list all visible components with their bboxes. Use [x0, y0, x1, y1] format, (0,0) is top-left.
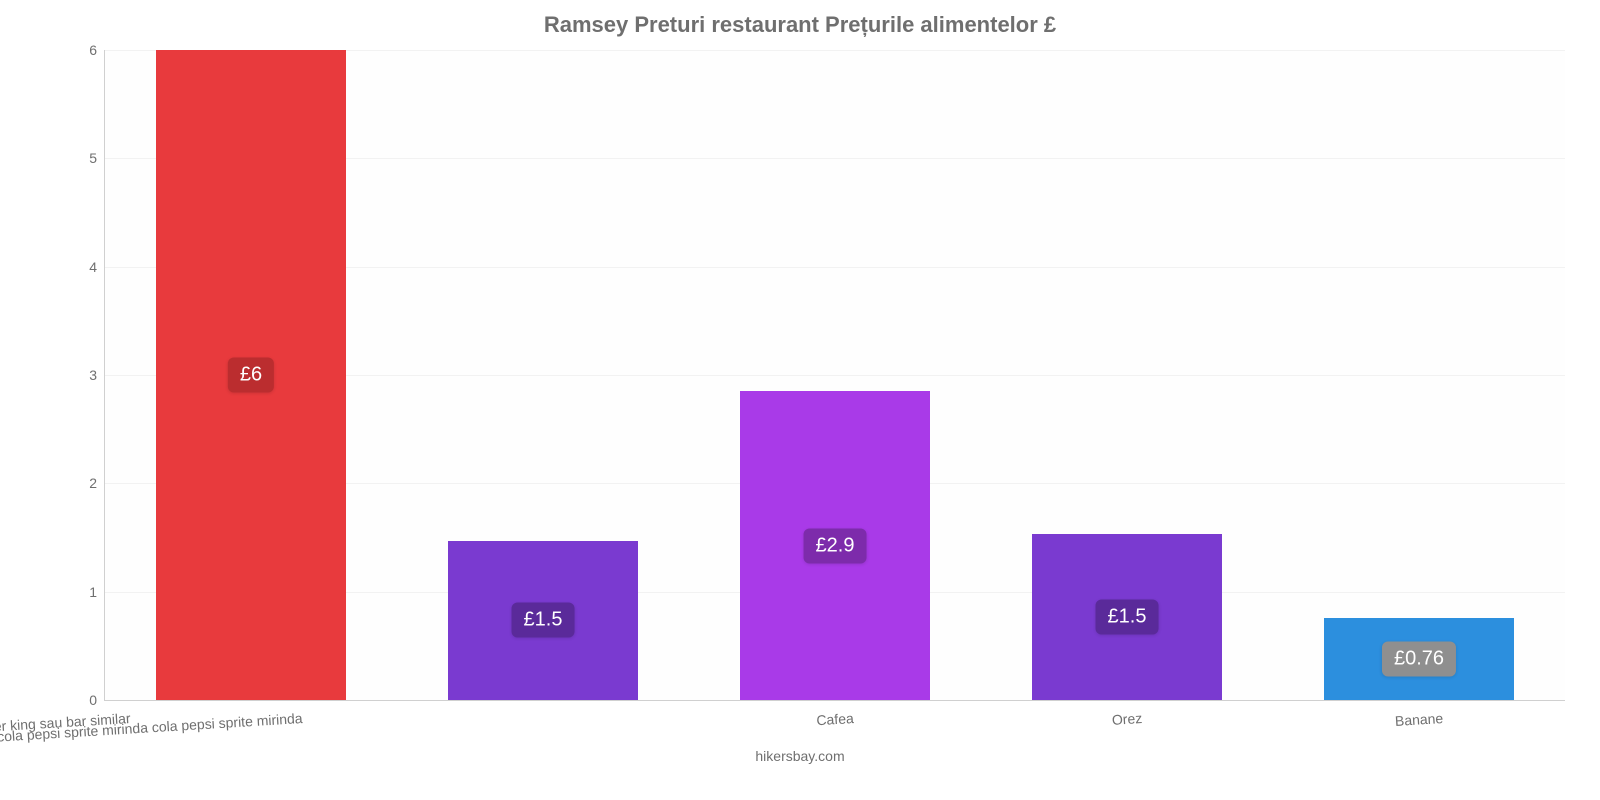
y-tick-label: 4	[65, 259, 97, 275]
x-tick-label: Orez	[1111, 710, 1142, 728]
data-label: £1.5	[1096, 600, 1159, 635]
data-label: £0.76	[1382, 641, 1456, 676]
y-tick-label: 5	[65, 150, 97, 166]
y-tick-label: 2	[65, 475, 97, 491]
data-label: £2.9	[804, 528, 867, 563]
data-label: £6	[228, 358, 274, 393]
y-tick-label: 3	[65, 367, 97, 383]
data-label: £1.5	[512, 603, 575, 638]
y-tick-label: 6	[65, 42, 97, 58]
y-tick-label: 1	[65, 584, 97, 600]
x-tick-label: Banane	[1394, 710, 1443, 729]
x-axis-line	[104, 700, 1565, 701]
x-tick-label: Cafea	[816, 710, 854, 728]
chart-container: Ramsey Preturi restaurant Prețurile alim…	[0, 0, 1600, 800]
credit-text: hikersbay.com	[755, 748, 844, 764]
plot-area: £6 £1.5 £2.9 £1.5 £0.76	[105, 50, 1565, 700]
y-tick-label: 0	[65, 692, 97, 708]
chart-title: Ramsey Preturi restaurant Prețurile alim…	[20, 0, 1580, 46]
